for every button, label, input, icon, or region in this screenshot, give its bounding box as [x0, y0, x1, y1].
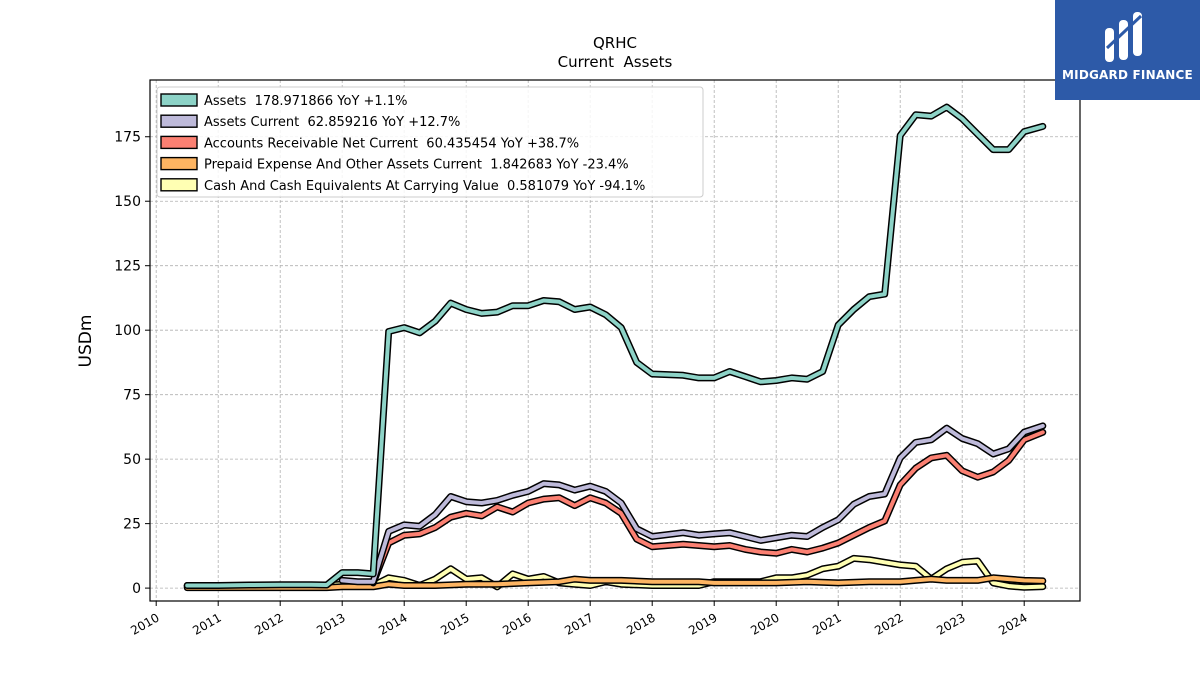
y-tick-label: 100 — [114, 323, 141, 339]
legend-entry: Cash And Cash Equivalents At Carrying Va… — [204, 179, 645, 194]
legend-entry: Accounts Receivable Net Current 60.43545… — [204, 136, 579, 151]
x-tick-label: 2012 — [252, 610, 285, 637]
plot-frame — [149, 79, 1081, 602]
legend-box — [156, 86, 704, 198]
legend-entry: Assets 178.971866 YoY +1.1% — [204, 94, 407, 109]
y-tick-label: 0 — [132, 581, 141, 597]
legend: Assets 178.971866 YoY +1.1% Assets Curren… — [156, 86, 704, 198]
x-tick-label: 2010 — [128, 610, 161, 637]
series-outline-assets-current — [338, 422, 1047, 586]
x-tick-label: 2019 — [686, 610, 719, 637]
legend-entry: Assets Current 62.859216 YoY +12.7% — [204, 115, 460, 130]
chart-title: QRHC — [593, 34, 637, 52]
y-tick-label: 75 — [123, 388, 141, 404]
series-line-prepaid-expense-and-other-assets-current — [185, 575, 1045, 590]
series-line-assets-current — [340, 423, 1045, 584]
series-line-accounts-receivable-net-current — [371, 430, 1045, 585]
series-layer — [183, 103, 1047, 592]
x-tick-label: 2011 — [190, 610, 223, 637]
x-tick-label: 2018 — [624, 610, 657, 637]
y-tick-label: 175 — [114, 130, 141, 146]
brand-logo: MIDGARD FINANCE — [1055, 0, 1200, 100]
x-tick-label: 2023 — [934, 610, 967, 637]
series-line-assets — [185, 105, 1045, 588]
x-tick-label: 2015 — [438, 610, 471, 637]
legend-swatch — [160, 135, 198, 150]
legend-entry: Prepaid Expense And Other Assets Current… — [204, 158, 629, 173]
y-tick-label: 125 — [114, 259, 141, 275]
legend-swatch — [160, 93, 198, 107]
legend-swatch — [160, 114, 198, 128]
x-tick-label: 2024 — [996, 610, 1029, 637]
x-tick-label: 2016 — [500, 610, 533, 637]
y-axis-label: USDm — [76, 315, 96, 368]
legend-swatch — [160, 156, 198, 171]
brand-name: MIDGARD FINANCE — [1062, 68, 1193, 82]
x-tick-label: 2013 — [314, 610, 347, 637]
x-tick-label: 2017 — [562, 610, 595, 637]
legend-swatch — [160, 178, 198, 192]
x-tick-label: 2014 — [376, 610, 409, 637]
chart-subtitle: Current Assets — [558, 53, 673, 71]
x-tick-label: 2020 — [748, 610, 781, 637]
y-tick-label: 150 — [114, 194, 141, 210]
logo-mark-icon — [1105, 12, 1143, 62]
y-tick-label: 25 — [123, 517, 141, 533]
x-tick-label: 2022 — [872, 610, 905, 637]
y-tick-label: 50 — [123, 452, 141, 468]
x-tick-label: 2021 — [810, 610, 843, 637]
